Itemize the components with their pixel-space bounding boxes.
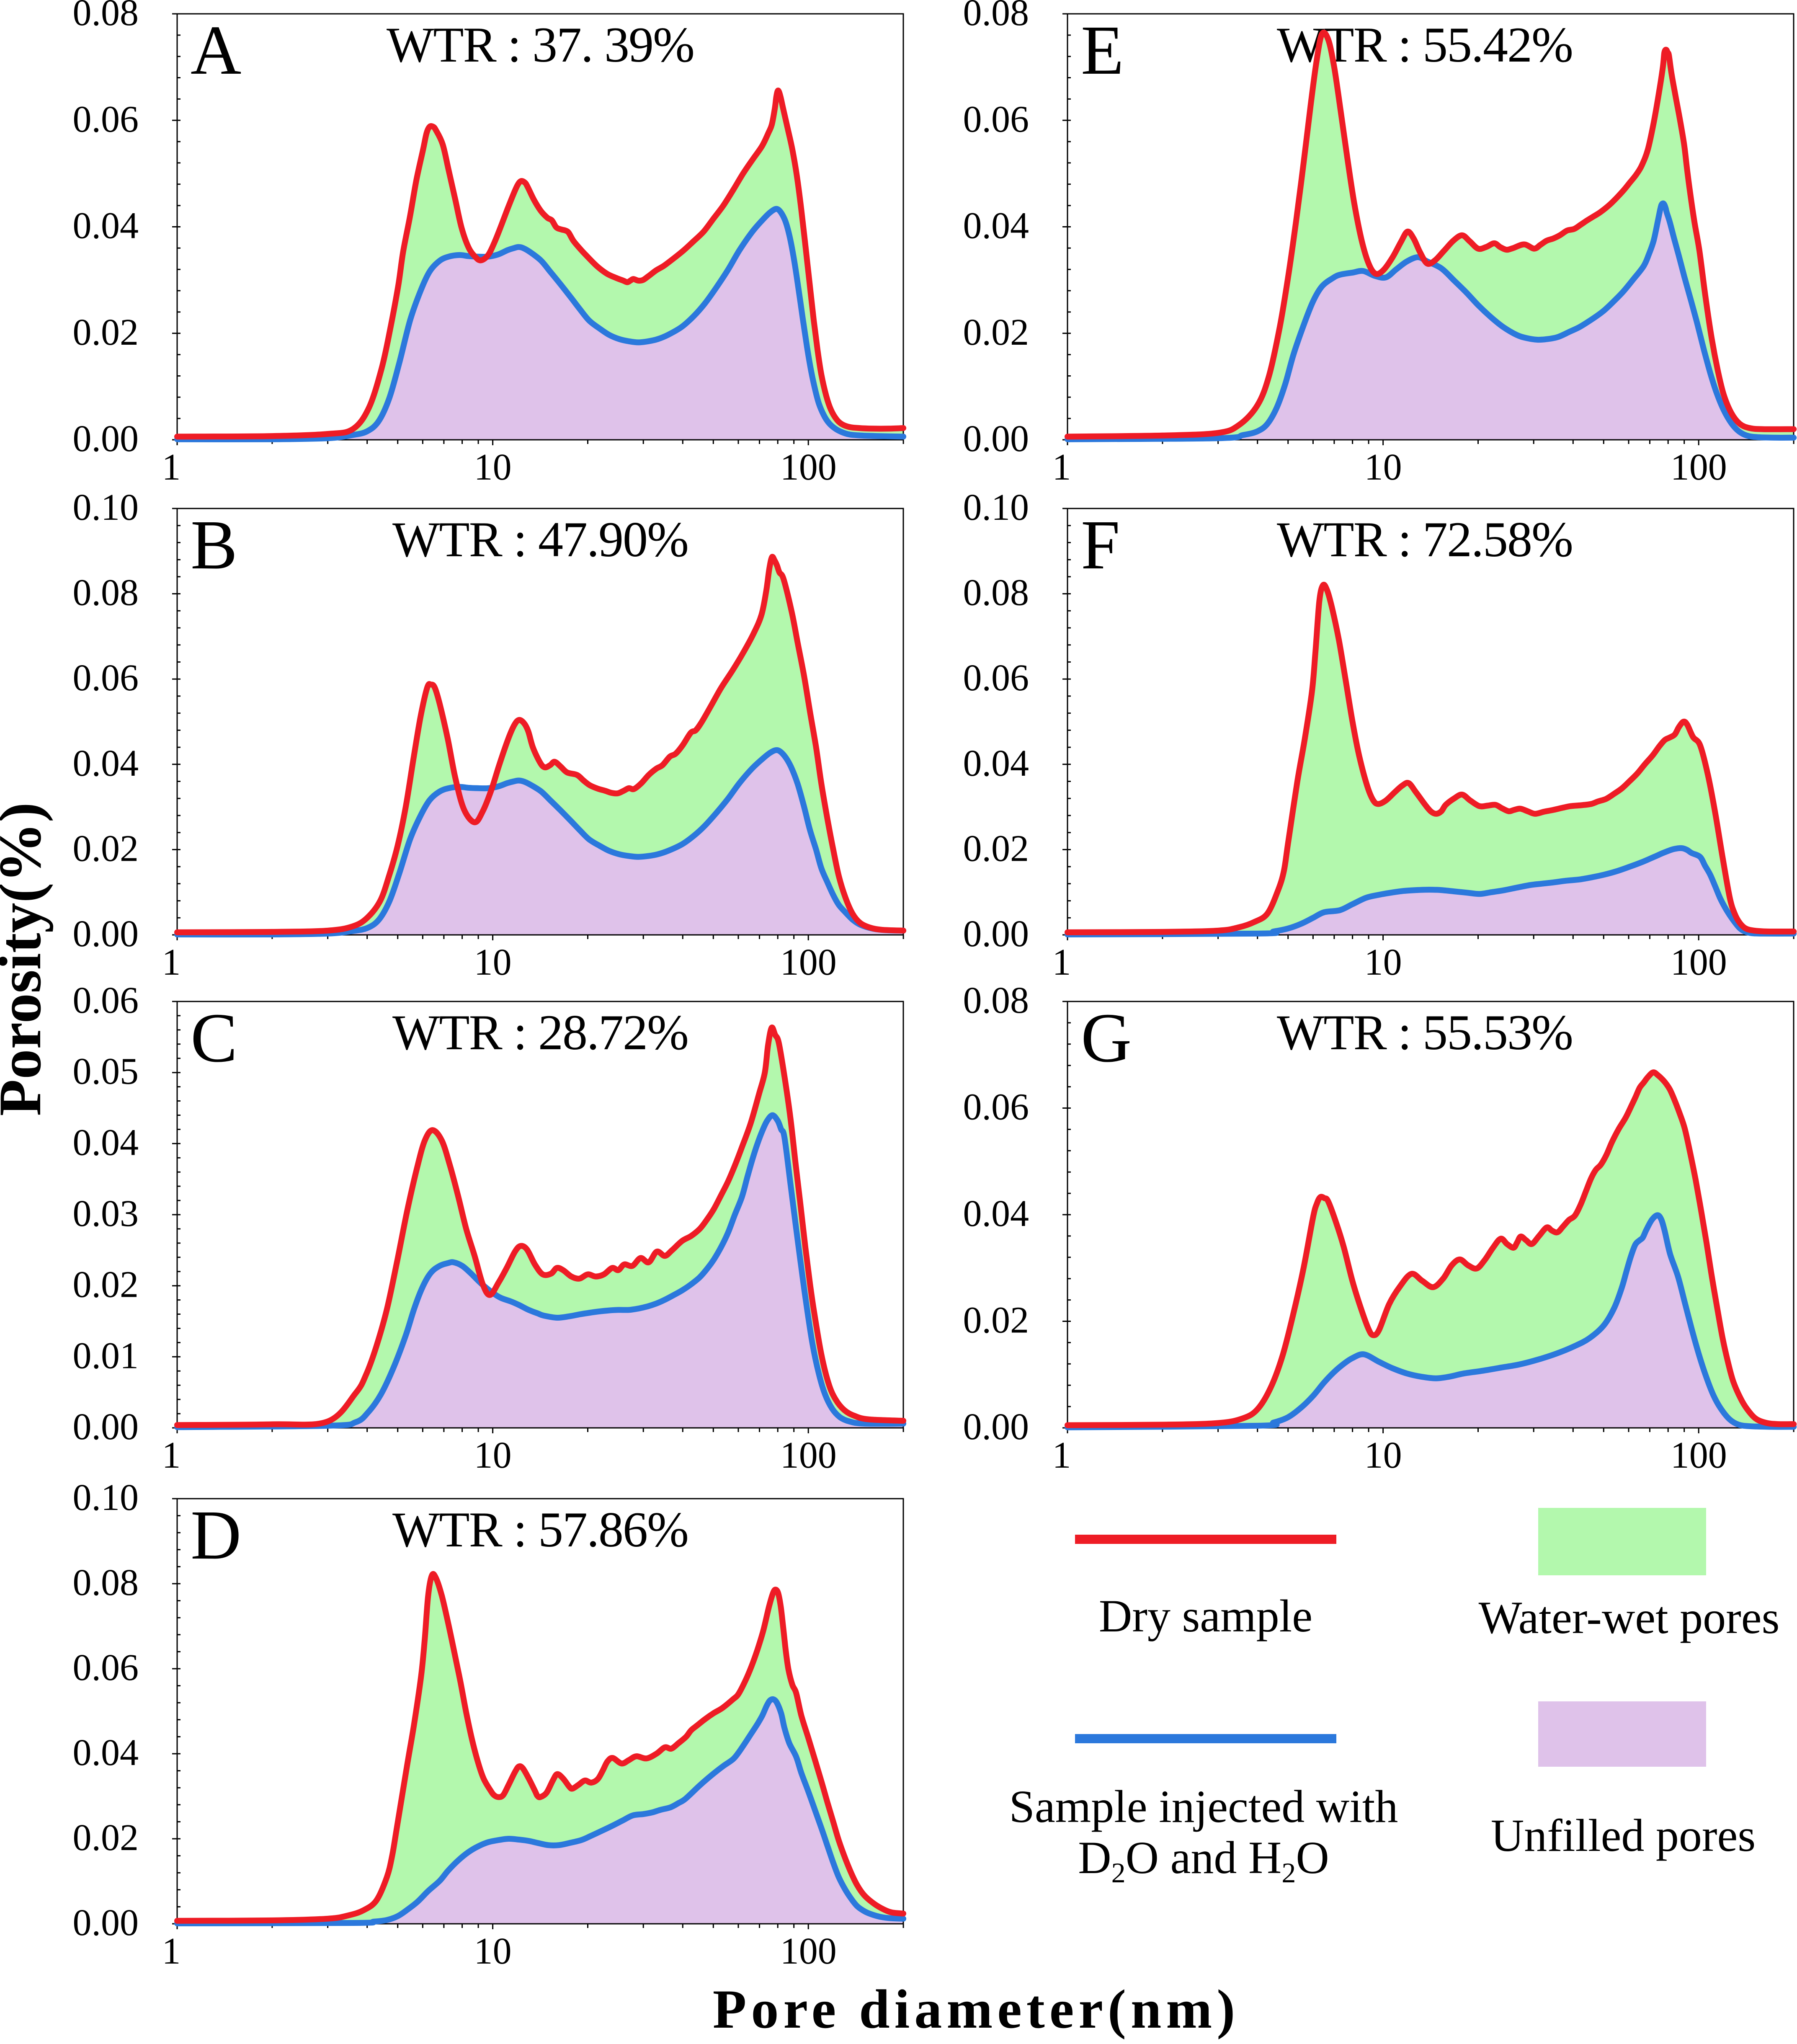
svg-text:0.00: 0.00: [73, 1406, 139, 1448]
svg-text:0.04: 0.04: [963, 205, 1029, 247]
svg-text:Porosity(%): Porosity(%): [0, 802, 54, 1116]
svg-text:0.04: 0.04: [73, 1122, 139, 1163]
svg-text:F: F: [1081, 506, 1120, 584]
svg-text:0.08: 0.08: [73, 1562, 139, 1603]
svg-text:0.10: 0.10: [963, 487, 1029, 528]
svg-text:1: 1: [162, 942, 181, 983]
svg-text:0.06: 0.06: [963, 657, 1029, 699]
svg-text:100: 100: [1671, 942, 1727, 983]
svg-text:0.04: 0.04: [963, 743, 1029, 784]
svg-text:0.00: 0.00: [73, 418, 139, 459]
svg-text:10: 10: [1364, 1435, 1402, 1476]
svg-text:0.02: 0.02: [73, 828, 139, 869]
svg-text:WTR : 37. 39%: WTR : 37. 39%: [387, 17, 694, 72]
svg-text:Water-wet pores: Water-wet pores: [1479, 1592, 1780, 1643]
svg-text:0.00: 0.00: [73, 913, 139, 955]
svg-text:0.06: 0.06: [963, 1087, 1029, 1128]
svg-text:100: 100: [780, 446, 837, 488]
svg-text:0.08: 0.08: [963, 0, 1029, 34]
svg-text:0.00: 0.00: [963, 913, 1029, 955]
svg-text:0.08: 0.08: [963, 980, 1029, 1021]
svg-text:0.08: 0.08: [73, 0, 139, 34]
svg-text:0.06: 0.06: [73, 98, 139, 140]
svg-text:WTR : 57.86%: WTR : 57.86%: [392, 1502, 688, 1557]
svg-text:0.04: 0.04: [963, 1193, 1029, 1234]
svg-text:G: G: [1081, 999, 1132, 1077]
svg-text:WTR : 72.58%: WTR : 72.58%: [1277, 511, 1573, 567]
svg-text:0.06: 0.06: [73, 1647, 139, 1688]
svg-text:Pore diameter(nm): Pore diameter(nm): [713, 1978, 1240, 2040]
svg-text:A: A: [191, 11, 241, 89]
svg-text:0.02: 0.02: [73, 312, 139, 353]
svg-text:0.06: 0.06: [73, 657, 139, 699]
svg-text:100: 100: [780, 942, 837, 983]
svg-text:0.00: 0.00: [963, 418, 1029, 459]
svg-text:1: 1: [1052, 446, 1071, 488]
svg-text:0.02: 0.02: [963, 1300, 1029, 1341]
svg-text:0.08: 0.08: [73, 572, 139, 614]
svg-text:10: 10: [474, 942, 512, 983]
svg-text:0.10: 0.10: [73, 1477, 139, 1518]
svg-text:WTR : 55.53%: WTR : 55.53%: [1277, 1004, 1573, 1060]
svg-text:D: D: [191, 1496, 241, 1574]
svg-text:100: 100: [780, 1435, 837, 1476]
svg-text:C: C: [191, 999, 237, 1077]
svg-text:0.02: 0.02: [73, 1264, 139, 1306]
svg-text:0.06: 0.06: [963, 98, 1029, 140]
svg-text:B: B: [191, 506, 237, 584]
svg-text:100: 100: [780, 1930, 837, 1972]
svg-text:0.00: 0.00: [73, 1902, 139, 1943]
svg-text:1: 1: [162, 446, 181, 488]
svg-text:0.01: 0.01: [73, 1335, 139, 1376]
svg-text:0.02: 0.02: [963, 312, 1029, 353]
svg-text:0.08: 0.08: [963, 572, 1029, 614]
svg-text:0.02: 0.02: [73, 1817, 139, 1858]
svg-text:1: 1: [1052, 1435, 1071, 1476]
svg-text:10: 10: [474, 1435, 512, 1476]
svg-text:0.03: 0.03: [73, 1193, 139, 1234]
svg-text:0.04: 0.04: [73, 743, 139, 784]
svg-text:100: 100: [1671, 446, 1727, 488]
svg-text:10: 10: [1364, 942, 1402, 983]
svg-text:0.10: 0.10: [73, 487, 139, 528]
svg-text:Sample injected with: Sample injected with: [1009, 1781, 1398, 1832]
svg-text:1: 1: [1052, 942, 1071, 983]
svg-text:10: 10: [474, 446, 512, 488]
svg-text:Unfilled pores: Unfilled pores: [1491, 1810, 1756, 1861]
svg-text:1: 1: [162, 1930, 181, 1972]
svg-text:0.02: 0.02: [963, 828, 1029, 869]
svg-text:Dry sample: Dry sample: [1099, 1590, 1312, 1641]
svg-text:10: 10: [474, 1930, 512, 1972]
svg-text:10: 10: [1364, 446, 1402, 488]
svg-text:0.04: 0.04: [73, 205, 139, 247]
svg-text:100: 100: [1671, 1435, 1727, 1476]
svg-text:0.06: 0.06: [73, 980, 139, 1021]
svg-text:1: 1: [162, 1435, 181, 1476]
svg-text:WTR : 28.72%: WTR : 28.72%: [392, 1004, 688, 1060]
svg-text:E: E: [1081, 11, 1124, 89]
svg-text:0.00: 0.00: [963, 1406, 1029, 1448]
svg-text:0.04: 0.04: [73, 1732, 139, 1773]
svg-text:WTR : 55.42%: WTR : 55.42%: [1277, 17, 1573, 72]
svg-text:WTR : 47.90%: WTR : 47.90%: [392, 511, 688, 567]
svg-text:0.05: 0.05: [73, 1051, 139, 1092]
